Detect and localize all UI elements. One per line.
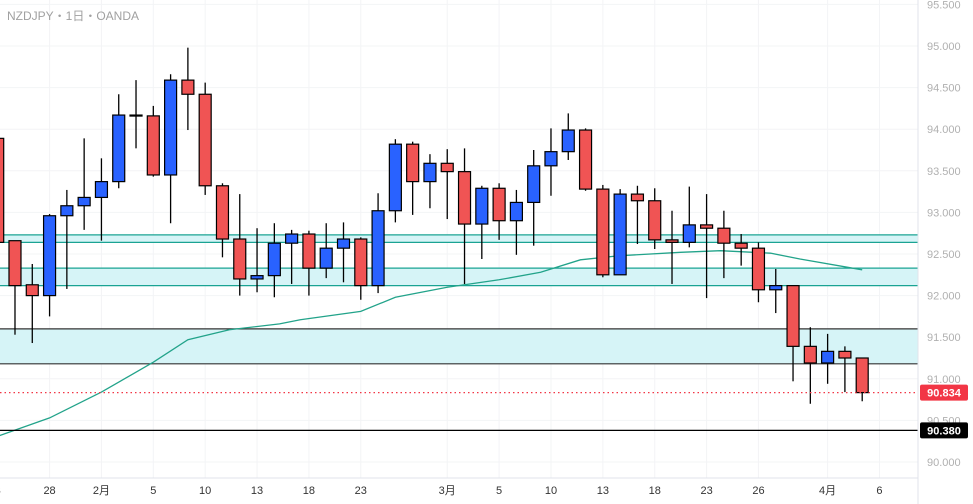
- date-label: 3: [0, 485, 1, 497]
- candle-up: [60, 205, 74, 217]
- date-label: 3月: [439, 485, 456, 497]
- candle-up: [527, 165, 541, 204]
- candle-up: [319, 247, 333, 269]
- candle-up: [561, 129, 575, 153]
- moving-average: [0, 250, 863, 437]
- candle-down: [630, 193, 645, 202]
- candle-up: [371, 210, 385, 287]
- candle-down: [596, 188, 610, 276]
- candle-up: [267, 242, 281, 277]
- candle-down: [717, 227, 731, 244]
- candle-down: [215, 185, 230, 240]
- price-axis-label: 93.000: [927, 207, 961, 219]
- date-label: 23: [700, 485, 712, 497]
- candle-up: [285, 233, 299, 244]
- candle-up: [509, 201, 523, 222]
- date-label: 18: [649, 485, 661, 497]
- date-label: 23: [355, 485, 367, 497]
- date-label: 5: [496, 485, 502, 497]
- candle-down: [440, 162, 454, 173]
- date-label: 26: [752, 485, 764, 497]
- zones: [0, 234, 918, 365]
- candle-up: [423, 162, 437, 183]
- price-axis-label: 91.000: [927, 374, 961, 386]
- candle-down: [786, 285, 800, 347]
- date-label: 2月: [93, 485, 110, 497]
- candle-up: [42, 215, 57, 297]
- candle-up: [613, 193, 627, 276]
- price-axis-label: 94.500: [927, 83, 961, 95]
- candle-down: [0, 137, 5, 243]
- price-axis-label: 92.000: [927, 291, 961, 303]
- date-label: 10: [545, 485, 557, 497]
- candle-down: [838, 350, 852, 359]
- candle-up: [769, 285, 783, 291]
- chart-title: NZDJPY・1日・OANDA: [7, 9, 140, 23]
- candle-down: [8, 240, 22, 287]
- date-label: 4月: [819, 485, 836, 497]
- price-axis-label: 95.500: [927, 0, 961, 11]
- candle-down: [354, 238, 368, 287]
- level-price-tag: [920, 422, 968, 439]
- zone-fill: [0, 234, 918, 243]
- price-axis-label: 92.500: [927, 249, 961, 261]
- candle-down: [492, 187, 506, 222]
- current-price-label: 90.834: [927, 388, 962, 400]
- candle-down: [665, 239, 679, 243]
- candle-up: [821, 350, 835, 364]
- current-price-tag: [920, 384, 968, 401]
- candle-down: [855, 357, 869, 394]
- date-label: 10: [199, 485, 211, 497]
- candle-up: [129, 114, 143, 117]
- candle-down: [302, 233, 316, 269]
- price-axis-label: 90.000: [927, 457, 961, 469]
- zone-fill: [0, 328, 918, 364]
- price-axis[interactable]: 95.500 95.000 94.500 94.000 93.500 93.000 92.5…: [927, 0, 961, 469]
- candle-down: [699, 224, 714, 229]
- candle-down: [457, 171, 472, 225]
- candle-up: [77, 196, 91, 207]
- candle-down: [648, 200, 662, 241]
- price-axis-label: 94.000: [927, 124, 961, 136]
- date-label: 5: [150, 485, 156, 497]
- price-tags: 90.834 90.380: [920, 384, 968, 439]
- date-label: 28: [43, 485, 55, 497]
- moving-average-line: [0, 250, 863, 437]
- candle-down: [734, 242, 748, 249]
- price-axis-label: 91.500: [927, 332, 961, 344]
- price-axis-label: 95.000: [927, 41, 961, 53]
- candle-down: [751, 247, 766, 291]
- candle-up: [682, 224, 696, 243]
- candle-up: [388, 143, 402, 212]
- candle-up: [112, 114, 126, 183]
- date-label: 13: [251, 485, 263, 497]
- candle-down: [803, 345, 817, 364]
- levels: [0, 392, 918, 431]
- candle-down: [146, 115, 160, 176]
- candles: [0, 47, 869, 404]
- candle-up: [94, 181, 109, 199]
- date-label: 18: [303, 485, 315, 497]
- candle-down: [198, 93, 212, 187]
- candle-down: [181, 79, 195, 95]
- candle-down: [233, 238, 247, 280]
- level-price-label: 90.380: [927, 425, 961, 437]
- date-label: 13: [597, 485, 609, 497]
- time-axis[interactable]: 3 28 2月 5 10 13 18 23 3月 5 10 13 18 23 26 4月 6: [0, 485, 883, 497]
- candle-down: [25, 284, 39, 297]
- candle-down: [578, 129, 593, 190]
- date-label: 6: [876, 485, 882, 497]
- candle-up: [336, 238, 351, 249]
- candle-down: [406, 143, 420, 183]
- candle-up: [164, 79, 178, 176]
- price-axis-label: 93.500: [927, 166, 961, 178]
- candle-up: [544, 151, 558, 167]
- zone-fill: [0, 268, 918, 286]
- candle-up: [475, 187, 489, 225]
- candle-up: [250, 275, 264, 280]
